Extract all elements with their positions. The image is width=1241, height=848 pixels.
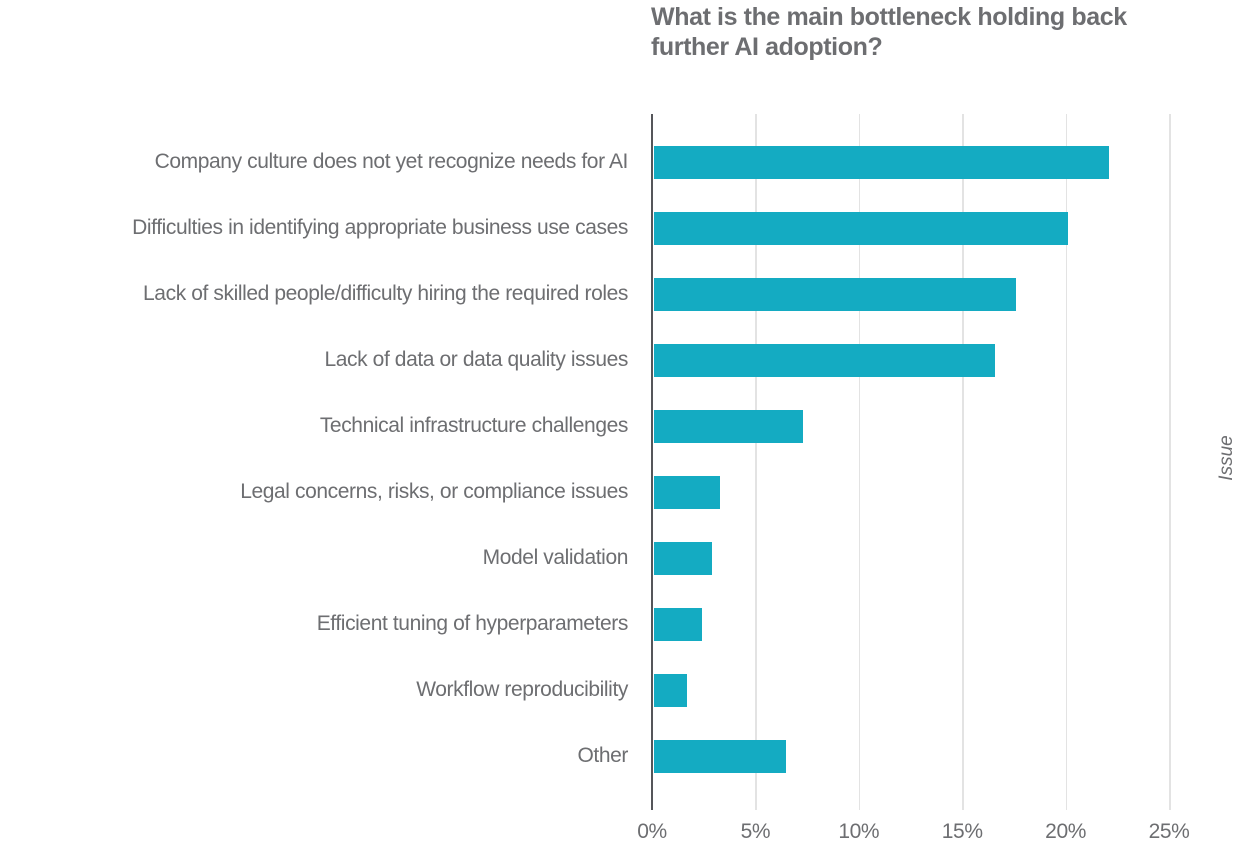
x-tick-labels: 0% 5% 10% 15% 20% 25% <box>637 820 1205 848</box>
category-labels: Company culture does not yet recognize n… <box>0 129 628 789</box>
x-tick-label: 10% <box>838 820 880 843</box>
bar-row <box>654 723 1207 789</box>
gridline <box>962 114 964 810</box>
x-tick-label: 20% <box>1045 820 1087 843</box>
category-label: Technical infrastructure challenges <box>319 414 629 437</box>
bar-row <box>654 195 1207 261</box>
bar-row <box>654 261 1207 327</box>
category-label: Legal concerns, risks, or compliance iss… <box>240 480 628 503</box>
x-tick-label: 15% <box>941 820 983 843</box>
bar-row <box>654 393 1207 459</box>
bar <box>654 607 702 641</box>
gridline <box>1169 114 1171 810</box>
bar <box>654 277 1016 311</box>
category-label: Workflow reproducibility <box>416 678 628 701</box>
bar <box>654 145 1109 179</box>
bar <box>654 739 787 773</box>
bar-row <box>654 327 1207 393</box>
right-axis-title: Issue <box>1216 435 1237 481</box>
category-label: Lack of skilled people/difficulty hiring… <box>143 282 628 305</box>
x-tick-label: 5% <box>740 820 771 843</box>
bar-row <box>654 657 1207 723</box>
plot-panel <box>651 114 1205 810</box>
category-label: Lack of data or data quality issues <box>324 348 628 371</box>
category-label: Model validation <box>482 546 629 569</box>
bar-row <box>654 129 1207 195</box>
chart-title-line-1: What is the main bottleneck holding back <box>651 3 1127 31</box>
y-axis-line <box>651 114 653 810</box>
bar <box>654 343 996 377</box>
x-tick-label: 0% <box>637 820 667 843</box>
bar <box>654 673 688 707</box>
gridline <box>1065 114 1068 810</box>
bar-row <box>654 591 1207 657</box>
chart-title-line-2: further AI adoption? <box>651 33 883 61</box>
category-label: Difficulties in identifying appropriate … <box>132 216 628 239</box>
bar <box>654 475 721 509</box>
bar <box>654 541 712 575</box>
gridline <box>858 114 861 810</box>
bar-row <box>654 459 1207 525</box>
category-label: Other <box>577 744 628 767</box>
gridline <box>755 114 757 810</box>
bar <box>654 211 1068 245</box>
category-label: Company culture does not yet recognize n… <box>154 150 629 173</box>
bar-row <box>654 525 1207 591</box>
bars <box>654 129 1207 789</box>
x-tick-label: 25% <box>1148 820 1190 843</box>
bar <box>654 409 803 443</box>
category-label: Efficient tuning of hyperparameters <box>316 612 629 635</box>
chart-title: What is the main bottleneck holding back… <box>651 2 1191 62</box>
